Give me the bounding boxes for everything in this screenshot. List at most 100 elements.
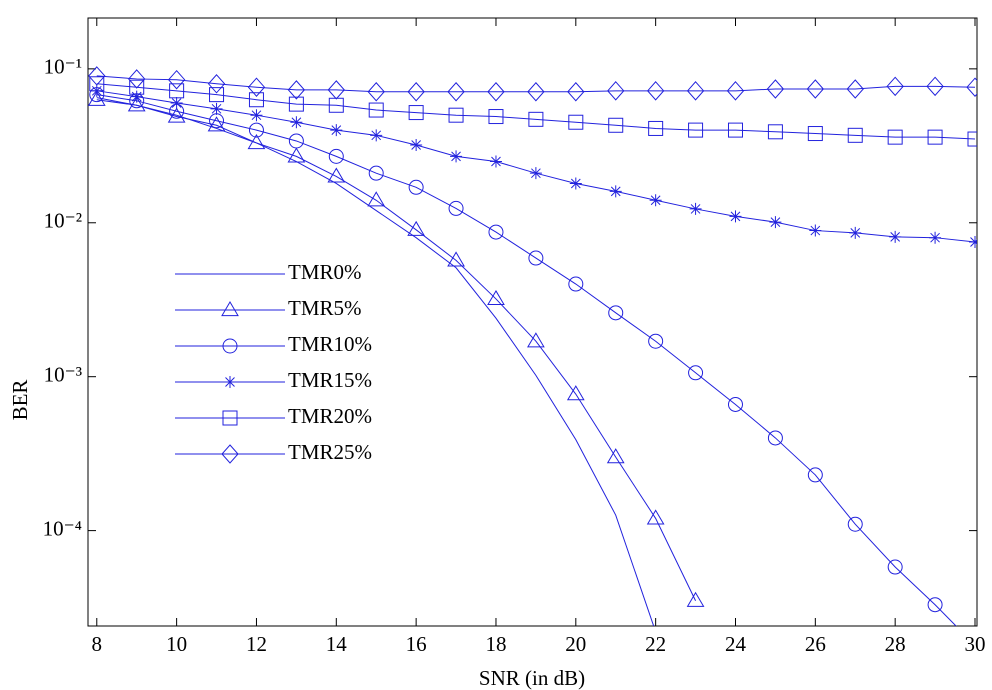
legend-label: TMR25% bbox=[288, 440, 372, 464]
marker bbox=[169, 83, 185, 99]
marker bbox=[726, 81, 745, 101]
marker bbox=[370, 129, 383, 142]
marker bbox=[566, 385, 585, 401]
marker bbox=[327, 80, 345, 100]
marker bbox=[207, 74, 226, 94]
marker bbox=[688, 365, 704, 381]
marker bbox=[407, 81, 425, 102]
marker bbox=[207, 116, 226, 132]
marker bbox=[248, 122, 264, 138]
marker bbox=[767, 430, 783, 446]
marker bbox=[527, 81, 545, 102]
marker bbox=[689, 202, 702, 215]
x-tick-label: 22 bbox=[645, 632, 666, 656]
marker bbox=[807, 467, 823, 483]
marker bbox=[127, 96, 146, 112]
x-tick-label: 20 bbox=[565, 632, 586, 656]
marker bbox=[729, 210, 742, 223]
marker bbox=[648, 120, 664, 136]
marker bbox=[368, 165, 384, 181]
marker bbox=[448, 107, 464, 123]
marker bbox=[727, 396, 743, 412]
marker bbox=[528, 250, 544, 266]
y-tick-label: 10⁻³ bbox=[44, 363, 82, 387]
marker bbox=[927, 597, 943, 613]
y-tick-label: 10⁻⁴ bbox=[43, 516, 82, 540]
marker bbox=[649, 194, 662, 207]
marker bbox=[287, 147, 306, 163]
marker bbox=[167, 107, 186, 123]
x-tick-label: 10 bbox=[166, 632, 187, 656]
marker bbox=[128, 69, 146, 89]
plot-area bbox=[88, 66, 977, 626]
x-tick-label: 28 bbox=[885, 632, 906, 656]
marker bbox=[489, 155, 502, 168]
marker bbox=[224, 376, 236, 388]
series-line bbox=[96, 90, 976, 243]
marker bbox=[849, 226, 862, 239]
marker bbox=[368, 102, 384, 118]
y-tick-label: 10⁻¹ bbox=[44, 55, 82, 79]
marker bbox=[167, 69, 186, 90]
marker bbox=[288, 96, 304, 112]
x-tick-label: 14 bbox=[326, 632, 348, 656]
marker bbox=[209, 87, 225, 103]
marker bbox=[222, 410, 238, 426]
marker bbox=[247, 133, 266, 150]
marker bbox=[847, 516, 863, 532]
marker bbox=[487, 289, 505, 306]
marker bbox=[288, 133, 304, 149]
marker bbox=[847, 127, 863, 143]
x-tick-label: 30 bbox=[965, 632, 986, 656]
marker bbox=[809, 224, 822, 237]
x-axis-label: SNR (in dB) bbox=[479, 666, 585, 690]
series-line bbox=[96, 94, 957, 626]
marker bbox=[926, 76, 944, 97]
marker bbox=[568, 114, 584, 130]
series-line bbox=[96, 75, 976, 93]
marker bbox=[210, 102, 223, 115]
marker bbox=[686, 81, 705, 101]
x-tick-label: 26 bbox=[805, 632, 826, 656]
marker bbox=[889, 230, 902, 243]
marker bbox=[129, 79, 145, 95]
marker bbox=[89, 76, 105, 92]
marker bbox=[807, 126, 823, 142]
marker bbox=[766, 79, 785, 99]
marker bbox=[967, 131, 977, 147]
marker bbox=[450, 150, 463, 163]
marker bbox=[408, 105, 424, 121]
marker bbox=[170, 97, 183, 110]
legend-label: TMR0% bbox=[288, 260, 362, 284]
legend-label: TMR10% bbox=[288, 332, 372, 356]
marker bbox=[367, 191, 386, 207]
marker bbox=[927, 129, 943, 145]
marker bbox=[646, 81, 665, 101]
legend-label: TMR5% bbox=[288, 296, 362, 320]
series-line bbox=[96, 97, 655, 626]
marker bbox=[407, 220, 426, 236]
marker bbox=[568, 276, 584, 292]
marker bbox=[447, 251, 465, 267]
marker bbox=[529, 167, 542, 180]
marker bbox=[328, 148, 344, 164]
marker bbox=[447, 81, 465, 102]
y-axis-label: BER bbox=[8, 380, 32, 421]
marker bbox=[487, 81, 505, 102]
x-tick-label: 18 bbox=[485, 632, 506, 656]
marker bbox=[646, 509, 665, 525]
marker bbox=[929, 231, 942, 244]
marker bbox=[767, 124, 783, 140]
marker bbox=[290, 116, 303, 129]
marker bbox=[806, 79, 824, 99]
marker bbox=[527, 332, 545, 348]
marker bbox=[887, 559, 903, 575]
marker bbox=[287, 80, 306, 100]
marker bbox=[607, 81, 625, 101]
marker bbox=[846, 79, 864, 99]
marker bbox=[606, 448, 625, 464]
marker bbox=[221, 301, 239, 317]
marker bbox=[88, 90, 106, 106]
x-tick-label: 8 bbox=[92, 632, 103, 656]
